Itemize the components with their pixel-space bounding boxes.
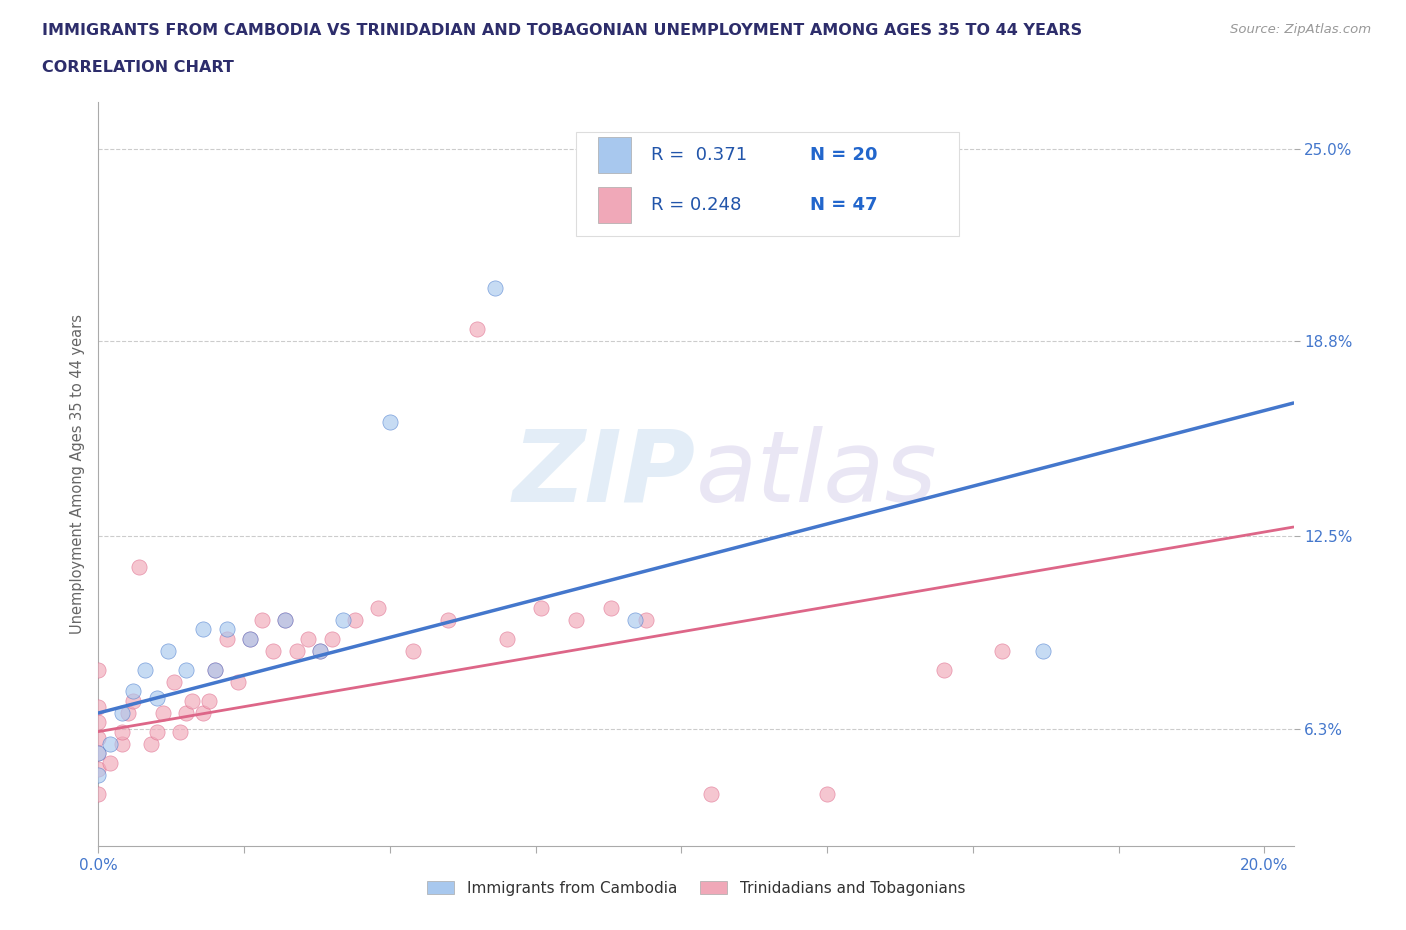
Point: [193, 706, 215, 721]
Point: [1032, 644, 1054, 658]
Point: [815, 786, 838, 801]
Point: [484, 281, 506, 296]
Text: R =  0.371: R = 0.371: [651, 146, 747, 164]
Point: [87, 662, 110, 677]
Point: [174, 662, 197, 677]
Point: [198, 693, 221, 708]
Point: [157, 644, 180, 658]
Point: [87, 699, 110, 714]
Point: [274, 613, 297, 628]
Point: [467, 321, 489, 336]
Point: [932, 662, 955, 677]
Text: IMMIGRANTS FROM CAMBODIA VS TRINIDADIAN AND TOBAGONIAN UNEMPLOYMENT AMONG AGES 3: IMMIGRANTS FROM CAMBODIA VS TRINIDADIAN …: [42, 23, 1083, 38]
FancyBboxPatch shape: [598, 187, 631, 223]
Point: [122, 693, 145, 708]
Point: [87, 715, 110, 730]
Point: [145, 724, 167, 739]
Point: [117, 706, 139, 721]
Point: [128, 560, 150, 575]
Point: [600, 600, 623, 615]
Point: [530, 600, 553, 615]
Point: [228, 674, 250, 689]
Point: [239, 631, 262, 646]
Point: [87, 786, 110, 801]
Point: [699, 786, 721, 801]
Point: [495, 631, 517, 646]
Point: [122, 684, 145, 698]
Point: [180, 693, 202, 708]
Point: [332, 613, 354, 628]
Legend: Immigrants from Cambodia, Trinidadians and Tobagonians: Immigrants from Cambodia, Trinidadians a…: [420, 874, 972, 902]
Point: [204, 662, 226, 677]
Point: [87, 746, 110, 761]
Point: [297, 631, 319, 646]
Point: [87, 762, 110, 777]
Point: [174, 706, 197, 721]
Point: [134, 662, 156, 677]
Point: [111, 737, 134, 751]
Point: [636, 613, 658, 628]
Point: [991, 644, 1014, 658]
Point: [163, 674, 186, 689]
Point: [111, 706, 134, 721]
Point: [193, 622, 215, 637]
Point: [623, 613, 645, 628]
Text: N = 47: N = 47: [810, 196, 877, 214]
Point: [565, 613, 588, 628]
Point: [87, 767, 110, 782]
Point: [139, 737, 162, 751]
Text: ZIP: ZIP: [513, 426, 696, 523]
Point: [378, 414, 401, 429]
Point: [402, 644, 425, 658]
Text: atlas: atlas: [696, 426, 938, 523]
Point: [152, 706, 174, 721]
Point: [343, 613, 366, 628]
Point: [215, 631, 238, 646]
Point: [309, 644, 332, 658]
Point: [215, 622, 238, 637]
Point: [169, 724, 191, 739]
FancyBboxPatch shape: [576, 132, 959, 236]
Text: CORRELATION CHART: CORRELATION CHART: [42, 60, 233, 75]
Point: [321, 631, 343, 646]
Point: [87, 746, 110, 761]
Point: [367, 600, 389, 615]
Point: [145, 690, 167, 705]
Point: [309, 644, 332, 658]
Point: [285, 644, 308, 658]
Point: [250, 613, 273, 628]
Point: [98, 737, 121, 751]
Text: N = 20: N = 20: [810, 146, 877, 164]
Point: [111, 724, 134, 739]
Point: [262, 644, 284, 658]
Y-axis label: Unemployment Among Ages 35 to 44 years: Unemployment Among Ages 35 to 44 years: [69, 314, 84, 634]
Point: [274, 613, 297, 628]
FancyBboxPatch shape: [598, 138, 631, 173]
Point: [437, 613, 460, 628]
Point: [98, 755, 121, 770]
Point: [204, 662, 226, 677]
Point: [239, 631, 262, 646]
Text: Source: ZipAtlas.com: Source: ZipAtlas.com: [1230, 23, 1371, 36]
Point: [87, 730, 110, 745]
Text: R = 0.248: R = 0.248: [651, 196, 741, 214]
